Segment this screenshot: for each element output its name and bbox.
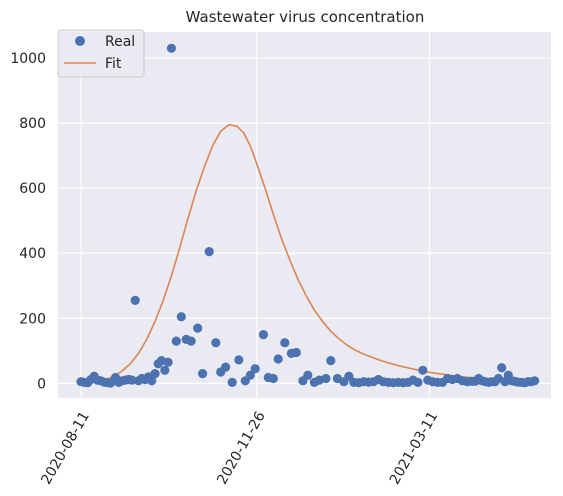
real-point	[166, 43, 176, 53]
real-point	[171, 336, 181, 346]
real-point	[204, 247, 214, 257]
y-axis: 0 200 400 600 800 1000	[10, 51, 46, 392]
real-point	[227, 377, 237, 387]
real-point	[221, 362, 231, 372]
real-point	[280, 338, 290, 348]
real-point	[245, 370, 255, 380]
real-point	[130, 295, 140, 305]
real-point	[273, 354, 283, 364]
legend-fit-label: Fit	[105, 56, 122, 72]
plot-area	[58, 32, 551, 398]
real-point	[321, 373, 331, 384]
y-tick-label: 600	[19, 181, 46, 197]
real-point	[160, 365, 170, 375]
legend: Real Fit	[57, 29, 145, 78]
real-point	[186, 336, 196, 346]
y-tick-label: 800	[19, 116, 46, 132]
real-point	[303, 370, 313, 380]
real-point	[291, 347, 301, 358]
legend-real-marker	[75, 36, 85, 46]
real-point	[250, 364, 260, 374]
chart-title: Wastewater virus concentration	[186, 8, 425, 26]
real-point	[147, 376, 157, 386]
real-point	[530, 376, 540, 386]
y-tick-label: 200	[19, 311, 46, 327]
real-point	[211, 338, 221, 348]
real-point	[413, 377, 423, 387]
real-point	[150, 369, 160, 379]
y-tick-label: 1000	[10, 51, 46, 67]
real-series	[76, 43, 540, 388]
real-point	[418, 365, 428, 375]
real-point	[497, 363, 507, 373]
real-point	[234, 355, 244, 365]
real-point	[258, 330, 268, 340]
real-point	[193, 323, 203, 333]
real-point	[176, 312, 186, 322]
legend-real-label: Real	[105, 34, 135, 50]
real-point	[268, 373, 278, 384]
y-tick-label: 400	[19, 246, 46, 262]
real-point	[326, 356, 336, 366]
y-tick-label: 0	[37, 376, 46, 392]
real-point	[163, 357, 173, 367]
real-point	[198, 369, 208, 379]
real-point	[344, 371, 354, 381]
